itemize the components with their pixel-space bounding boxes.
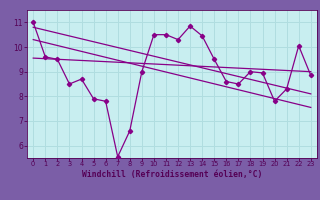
X-axis label: Windchill (Refroidissement éolien,°C): Windchill (Refroidissement éolien,°C)	[82, 170, 262, 179]
